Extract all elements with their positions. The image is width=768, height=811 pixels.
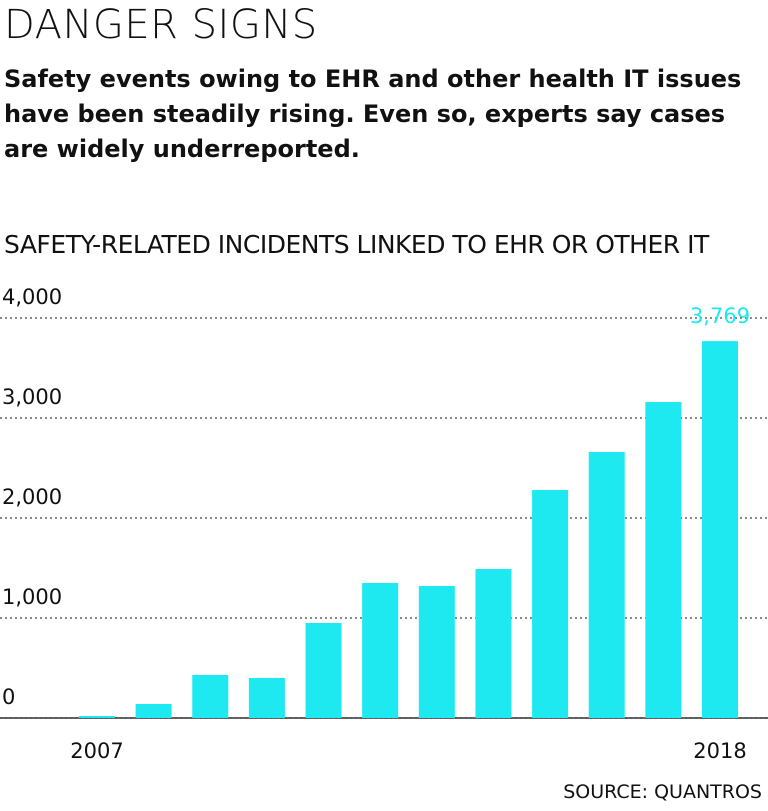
source: SOURCE: QUANTROS <box>563 781 762 803</box>
bar <box>702 341 738 718</box>
chart-subtitle: Safety events owing to EHR and other hea… <box>4 65 742 163</box>
y-tick-label: 3,000 <box>2 385 62 409</box>
bar <box>532 490 569 718</box>
y-tick-label: 1,000 <box>2 585 62 609</box>
bar <box>305 623 342 718</box>
y-axis-label: SAFETY-RELATED INCIDENTS LINKED TO EHR O… <box>4 230 709 259</box>
x-tick-label: 2018 <box>693 739 746 763</box>
bar <box>135 704 172 718</box>
bar <box>79 716 115 718</box>
bar <box>192 675 229 718</box>
bar <box>588 452 625 718</box>
bar <box>418 586 455 718</box>
x-tick-label: 2007 <box>70 739 123 763</box>
bar <box>362 583 399 718</box>
bar <box>475 569 512 718</box>
bar <box>248 678 285 718</box>
y-tick-label: 0 <box>2 685 15 709</box>
y-tick-label: 4,000 <box>2 285 62 309</box>
bar <box>645 402 682 718</box>
chart-title: DANGER SIGNS <box>4 2 318 48</box>
y-tick-label: 2,000 <box>2 485 62 509</box>
value-label: 3,769 <box>690 304 750 328</box>
